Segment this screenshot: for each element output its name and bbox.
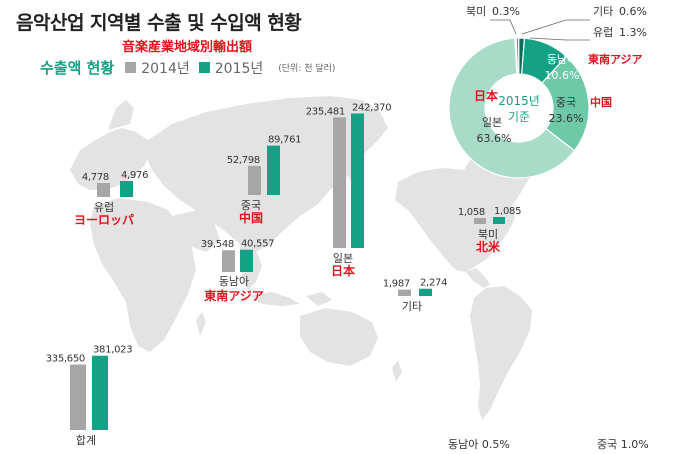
bar-group-total: 335,650 381,023 합계	[46, 345, 133, 447]
bar-others-2015	[419, 288, 432, 296]
bottom-note-southeast-asia: 동남아 0.5%	[448, 438, 510, 451]
map-landmass	[90, 198, 196, 352]
region-label-jp: 東南アジア	[204, 288, 264, 303]
bar-value-label: 4,778	[82, 172, 109, 183]
pie-label: 중국	[556, 96, 576, 109]
bar-north_america-2015	[493, 217, 505, 224]
legend-title: 수출액 현황	[40, 59, 115, 77]
region-label: 일본	[333, 251, 353, 265]
region-label: 합계	[76, 434, 96, 447]
legend-label-2014: 2014년	[141, 60, 190, 77]
bar-group-others: 1,987 2,274 기타	[383, 278, 448, 313]
pie-callout: 유럽 1.3%	[529, 25, 647, 41]
bar-value-label: 235,481	[306, 106, 345, 117]
bar-value-label: 1,987	[383, 279, 410, 290]
bar-value-label: 89,761	[268, 135, 301, 146]
map-landmass	[306, 292, 332, 306]
bar-total-2015	[92, 355, 108, 430]
bar-value-label: 4,976	[121, 170, 148, 181]
pie-percent: 23.6%	[549, 112, 584, 125]
map-landmass	[470, 286, 532, 420]
map-landmass	[300, 308, 378, 366]
bar-value-label: 2,274	[420, 278, 447, 289]
bar-total-2014	[70, 364, 86, 430]
region-label: 중국	[241, 199, 261, 212]
legend-label-2015: 2015년	[214, 60, 264, 77]
pie-percent: 0.6%	[619, 5, 647, 18]
callout-line	[490, 19, 517, 35]
pie-callout: 기타 0.6%	[521, 5, 647, 35]
bar-value-label: 381,023	[93, 345, 132, 356]
legend-swatch-2014	[125, 62, 137, 73]
region-label-jp: 中国	[239, 210, 263, 225]
bar-north_america-2014	[474, 218, 486, 224]
region-label: 유럽	[94, 200, 114, 214]
legend-unit: (단위: 천 달러)	[278, 64, 336, 74]
pie-label-jp: 東南アジア	[588, 52, 643, 66]
pie-percent: 63.6%	[477, 132, 512, 145]
pie-center	[486, 75, 552, 141]
bar-southeast_asia-2015	[240, 249, 253, 272]
pie-slice	[448, 37, 576, 179]
pie-center-label: 2015년	[498, 94, 540, 108]
pie-label: 일본	[482, 115, 502, 129]
legend-swatch-2015	[198, 62, 210, 73]
pie-label: 유럽	[593, 25, 613, 39]
callout-line	[521, 19, 590, 35]
bar-value-label: 52,798	[227, 155, 260, 166]
map-landmass	[392, 360, 402, 382]
japanese-subtitle: 音楽産業地域別輸出額	[122, 40, 253, 55]
pie-percent: 0.3%	[492, 5, 520, 18]
bar-value-label: 335,650	[46, 354, 85, 365]
map-landmass	[172, 210, 220, 252]
bar-value-label: 1,085	[494, 206, 521, 217]
region-label-jp: 日本	[331, 263, 355, 278]
pie-label: 기타	[593, 5, 613, 18]
pie-label-jp: 中国	[590, 95, 612, 109]
bar-southeast_asia-2014	[222, 250, 235, 272]
region-label: 동남아	[219, 275, 249, 288]
legend: 수출액 현황 2014년 2015년 (단위: 천 달러)	[40, 57, 335, 78]
page-title: 음악산업 지역별 수출 및 수입액 현황	[16, 12, 302, 34]
region-label: 기타	[402, 300, 422, 313]
pie-label-jp: 日本	[474, 88, 498, 103]
bar-japan-2015	[351, 113, 364, 248]
bar-china-2014	[248, 165, 261, 195]
pie-label: 동남아	[547, 53, 577, 66]
map-landmass	[196, 312, 206, 336]
pie-center-label: 기준	[508, 110, 530, 124]
map-landmass	[70, 128, 150, 190]
bar-europe-2014	[97, 183, 110, 197]
pie-percent: 10.6%	[545, 69, 580, 82]
map-landmass	[250, 292, 300, 306]
pie-label: 북미	[466, 5, 486, 18]
bar-value-label: 40,557	[241, 239, 274, 250]
pie-callout: 북미 0.3%	[466, 5, 520, 35]
bar-value-label: 1,058	[458, 207, 485, 218]
map-landmass	[466, 268, 490, 288]
bar-china-2015	[267, 145, 280, 195]
map-landmass	[108, 100, 134, 130]
region-label: 북미	[478, 228, 498, 241]
pie-percent: 1.3%	[619, 26, 647, 39]
callout-line	[529, 37, 590, 41]
region-label-jp: ヨーロッパ	[74, 213, 134, 227]
bottom-note-china: 중국 1.0%	[597, 438, 649, 451]
bar-value-label: 39,548	[201, 239, 234, 250]
bar-value-label: 242,370	[352, 102, 391, 113]
bar-europe-2015	[120, 181, 133, 197]
bar-japan-2014	[333, 117, 346, 248]
region-label-jp: 北米	[476, 239, 501, 254]
bar-others-2014	[398, 289, 411, 296]
